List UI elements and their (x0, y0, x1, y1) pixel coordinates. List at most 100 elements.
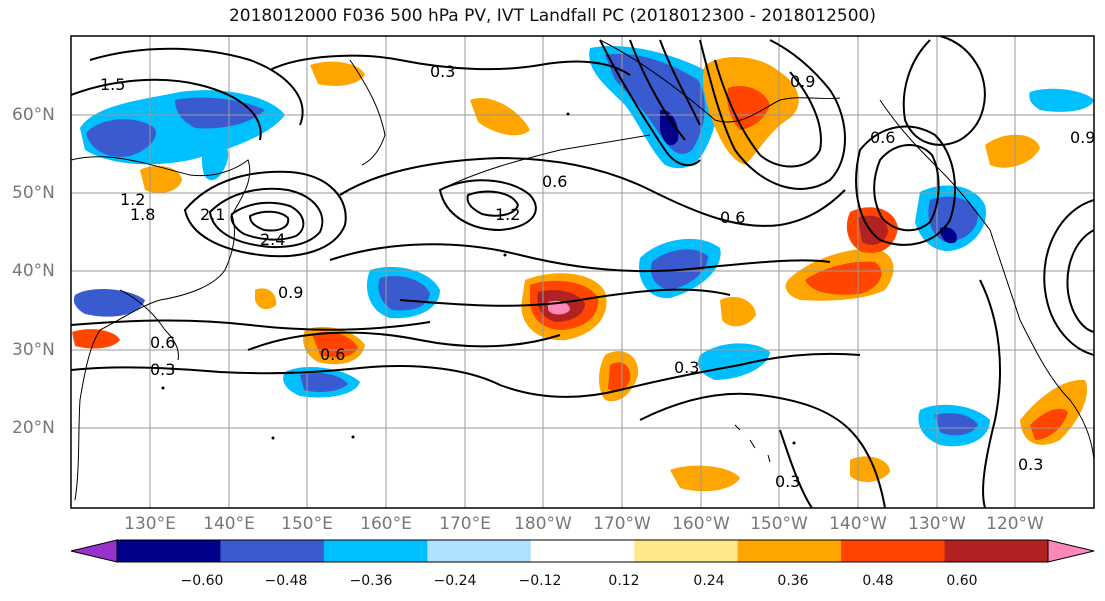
pos-anomaly-region (140, 165, 182, 193)
pv-contour (89, 47, 304, 126)
pv-contour (639, 392, 886, 508)
contour-label: 0.9 (278, 283, 304, 302)
colorbar-label: 0.36 (777, 573, 809, 589)
pv-contour (873, 143, 940, 232)
colorbar-swatch (323, 540, 428, 562)
colorbar-label: 0.12 (608, 573, 640, 589)
pos-anomaly-region (312, 331, 358, 358)
lon-label-180w: 180°W (514, 514, 572, 534)
neg-anomaly-region (73, 288, 145, 317)
lon-label-170e: 170°E (439, 514, 491, 534)
pos-anomaly-region (608, 362, 631, 392)
pv-contour (979, 279, 1001, 508)
contour-label: 2.4 (260, 230, 286, 249)
lat-label-40n: 40°N (12, 261, 55, 281)
lon-label-130e: 130°E (124, 514, 176, 534)
pv-contour (779, 429, 813, 508)
grid-lines (71, 36, 1094, 508)
contour-label: 2.1 (200, 205, 226, 224)
contour-label: 1.2 (495, 205, 521, 224)
pv-contour (230, 201, 305, 241)
neg-anomaly-region (175, 97, 265, 129)
colorbar-label: −0.24 (433, 573, 477, 589)
pv-contour (714, 59, 822, 168)
colorbar-swatch (737, 540, 842, 562)
pv-contour (339, 156, 846, 227)
colorbar (70, 539, 1095, 563)
contour-label: 0.6 (542, 172, 568, 191)
colorbar-swatch (117, 540, 221, 562)
neg-anomaly-region (605, 53, 705, 155)
contour-label: 0.3 (430, 62, 456, 81)
na-west-coastline (879, 99, 1094, 461)
colorbar-swatch (427, 540, 532, 562)
pv-contour (269, 54, 631, 76)
neg-anomaly-region (202, 139, 229, 181)
pv-contour (629, 39, 686, 141)
aleutian-chain (439, 134, 651, 191)
pv-contour (855, 125, 956, 246)
alaska-coastline (599, 39, 841, 123)
neg-anomaly-region (300, 372, 348, 392)
contour-label: 0.3 (674, 358, 700, 377)
lon-label-150e: 150°E (281, 514, 333, 534)
pv-contour (71, 78, 262, 141)
neg-anomaly-region (698, 343, 770, 380)
colorbar-label: 0.60 (946, 573, 978, 589)
pv-contour (248, 210, 290, 232)
lat-label-50n: 50°N (12, 183, 55, 203)
lon-label-170w: 170°W (593, 514, 651, 534)
contour-label: 1.2 (120, 190, 146, 209)
pv-contour (466, 190, 520, 217)
colorbar-extend-min (70, 539, 118, 563)
lat-label-20n: 20°N (12, 418, 55, 438)
lat-label-60n: 60°N (12, 105, 55, 125)
contour-label: 0.3 (775, 472, 801, 491)
asia-coastline (71, 156, 251, 501)
coastlines (71, 39, 1094, 501)
lon-label-150w: 150°W (750, 514, 808, 534)
lat-label-30n: 30°N (12, 340, 55, 360)
pv-contour (247, 331, 561, 351)
colorbar-label: 0.24 (693, 573, 725, 589)
pos-anomaly-region (72, 329, 120, 349)
pos-anomaly-region (670, 465, 740, 492)
kamchatka-coastline (349, 59, 386, 166)
colorbar-swatch (220, 540, 325, 562)
contour-label: 0.9 (1070, 128, 1096, 147)
pos-anomaly-region (310, 61, 365, 86)
contour-label: 0.6 (320, 345, 346, 364)
contour-label: 0.6 (720, 208, 746, 227)
contour-label: 0.6 (870, 128, 896, 147)
pos-anomaly-region (985, 134, 1040, 168)
contour-label: 1.8 (130, 205, 156, 224)
lon-label-130w: 130°W (908, 514, 966, 534)
island-dots (161, 112, 796, 445)
colorbar-extend-max (1047, 539, 1095, 563)
contour-label: 0.3 (1018, 455, 1044, 474)
contour-label: 0.3 (150, 360, 176, 379)
pv-contour (699, 39, 846, 190)
lon-label-160w: 160°W (672, 514, 730, 534)
japan-coastline (119, 289, 179, 361)
colorbar-frame (116, 539, 1049, 563)
pos-anomaly-region (805, 261, 882, 295)
contour-label: 1.5 (100, 75, 126, 94)
map-title: 2018012000 F036 500 hPa PV, IVT Landfall… (228, 6, 876, 26)
lon-label-160e: 160°E (360, 514, 412, 534)
colorbar-swatch (841, 540, 946, 562)
pv-contour (1066, 229, 1094, 333)
pv-contour (599, 39, 701, 167)
pv-contour (71, 352, 861, 398)
pos-anomaly-region (850, 456, 890, 482)
pv-contour (438, 179, 537, 232)
shading-layer (72, 46, 1094, 492)
neg-anomaly-region (86, 119, 157, 157)
pos-anomaly-region (470, 98, 530, 136)
colorbar-swatch (530, 540, 635, 562)
pv-contour (329, 243, 831, 273)
colorbar-label: 0.48 (862, 573, 894, 589)
pos-anomaly-region (720, 296, 756, 327)
pv-contour (659, 39, 701, 126)
pv-contour (902, 36, 986, 146)
